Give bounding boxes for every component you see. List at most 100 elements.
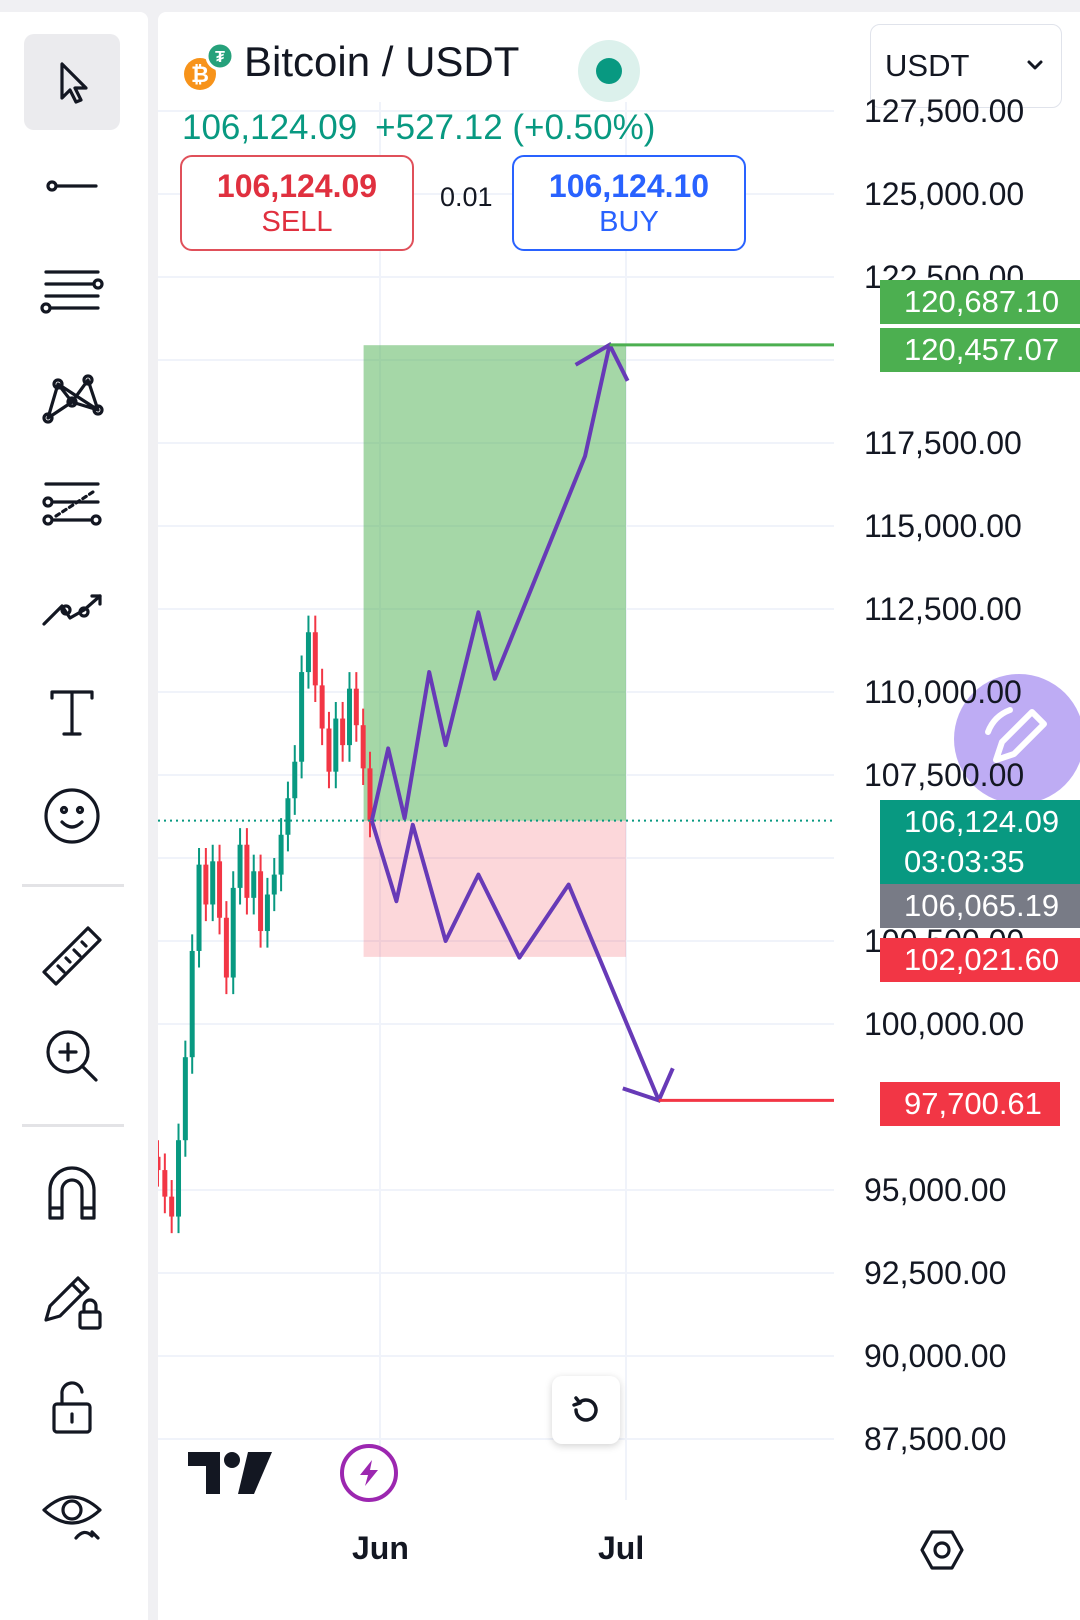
projected-up-path <box>369 344 612 822</box>
hexagon-settings-icon <box>920 1530 964 1570</box>
candle-body <box>340 718 346 746</box>
candle-body <box>271 874 277 895</box>
price-label: 106,124.09 03:03:35 <box>880 800 1080 886</box>
emoji-icon <box>44 788 100 844</box>
ruler-tool[interactable] <box>24 906 120 1002</box>
magnet-tool[interactable] <box>24 1146 120 1242</box>
candle-body <box>333 718 339 772</box>
toolbar-separator <box>22 884 124 887</box>
market-status-indicator[interactable] <box>578 40 640 102</box>
candle-body <box>299 672 305 762</box>
toolbar-separator <box>22 1124 124 1127</box>
gann-fan-tool[interactable] <box>24 456 120 552</box>
price-axis-label: 90,000.00 <box>864 1338 1007 1374</box>
candle-body <box>162 1170 168 1197</box>
candle-body <box>278 834 284 875</box>
sell-price: 106,124.09 <box>216 168 378 204</box>
text-tool[interactable] <box>24 664 120 760</box>
text-icon <box>50 690 94 736</box>
drawing-fab[interactable] <box>954 674 1080 804</box>
cursor-tool[interactable] <box>24 34 120 130</box>
price-axis-label: 100,000.00 <box>864 1006 1025 1042</box>
fib-retracement-tool[interactable] <box>24 244 120 340</box>
lock-drawings-tool[interactable] <box>24 1252 120 1348</box>
candle-body <box>237 844 243 888</box>
candle-body <box>169 1196 175 1217</box>
candle-body <box>285 798 291 835</box>
candle-body <box>367 768 373 821</box>
cursor-icon <box>60 62 88 104</box>
price-axis-label: 125,000.00 <box>864 176 1025 212</box>
candle-body <box>258 871 264 932</box>
unlock-icon <box>52 1381 92 1434</box>
candle-body <box>217 861 223 918</box>
price-label-value: 97,700.61 <box>904 1086 1042 1121</box>
candle-body <box>305 632 311 673</box>
countdown-timer: 03:03:35 <box>904 844 1025 879</box>
price-label-value: 106,124.09 <box>904 804 1060 839</box>
svg-text:₿: ₿ <box>191 62 209 87</box>
candle-body <box>210 861 216 905</box>
price-label: 102,021.60 <box>880 938 1080 982</box>
sell-button[interactable]: 106,124.09 SELL <box>180 155 414 251</box>
candle-body <box>196 864 202 951</box>
buy-button[interactable]: 106,124.10 BUY <box>512 155 746 251</box>
candle-body <box>319 685 325 729</box>
trend-line-tool[interactable] <box>24 138 120 234</box>
path-tool[interactable] <box>24 560 120 656</box>
price-axis-label: 117,500.00 <box>864 425 1022 461</box>
tradingview-logo <box>188 1450 272 1496</box>
svg-text:₮: ₮ <box>215 49 225 66</box>
chart-panel: ₿ ₮ Bitcoin / USDT 106,124.09 +527.12 (+0… <box>158 12 1080 1620</box>
drawing-toolbar <box>0 12 148 1620</box>
last-price: 106,124.09 <box>182 108 358 147</box>
price-axis-label: 115,000.00 <box>864 508 1022 544</box>
gann-fan-icon <box>42 482 102 526</box>
trend-line-icon <box>46 180 98 192</box>
xabcd-pattern-icon <box>42 374 104 424</box>
time-axis-label: Jun <box>352 1530 409 1566</box>
zoom-in-tool[interactable] <box>24 1008 120 1104</box>
price-axis-label: 110,000.00 <box>864 674 1022 710</box>
price-label: 120,457.07 <box>880 328 1080 372</box>
price-axis-label: 112,500.00 <box>864 591 1022 627</box>
currency-select[interactable]: USDT <box>870 24 1062 108</box>
emoji-tool[interactable] <box>24 768 120 864</box>
candle-body <box>182 1057 188 1141</box>
candle-body <box>223 917 229 978</box>
lock-drawings-icon <box>44 1276 102 1330</box>
visibility-icon <box>42 1495 102 1540</box>
symbol-title[interactable]: Bitcoin / USDT <box>244 38 520 85</box>
unlock-tool[interactable] <box>24 1358 120 1454</box>
flash-button[interactable] <box>340 1444 398 1502</box>
candle-body <box>230 887 236 978</box>
lightning-icon <box>360 1460 378 1486</box>
candle-body <box>264 894 270 932</box>
spread-value: 0.01 <box>440 182 493 212</box>
candle-body <box>203 864 209 905</box>
projected-down-path <box>369 820 661 1102</box>
buy-price: 106,124.10 <box>548 168 710 204</box>
price-label: 97,700.61 <box>880 1082 1060 1126</box>
reset-chart-button[interactable] <box>552 1376 620 1444</box>
profit-zone <box>363 345 626 821</box>
candle-body <box>244 844 250 898</box>
candle-body <box>176 1140 182 1217</box>
chevron-down-icon <box>1027 60 1043 70</box>
price-axis-label: 92,500.00 <box>864 1255 1007 1291</box>
loss-zone <box>363 820 626 957</box>
price-axis-label: 87,500.00 <box>864 1421 1007 1457</box>
candle-body <box>292 761 298 799</box>
candle-body <box>312 632 318 686</box>
xabcd-pattern-tool[interactable] <box>24 350 120 446</box>
candle-body <box>158 1156 161 1171</box>
chart-settings-button[interactable] <box>916 1524 968 1576</box>
buy-label: BUY <box>599 206 659 238</box>
candle-body <box>189 950 195 1058</box>
path-icon <box>42 594 102 626</box>
visibility-tool[interactable] <box>24 1462 120 1558</box>
currency-value: USDT <box>885 48 970 83</box>
price-label: 120,687.10 <box>880 280 1080 324</box>
arrow-head-up <box>574 342 630 382</box>
